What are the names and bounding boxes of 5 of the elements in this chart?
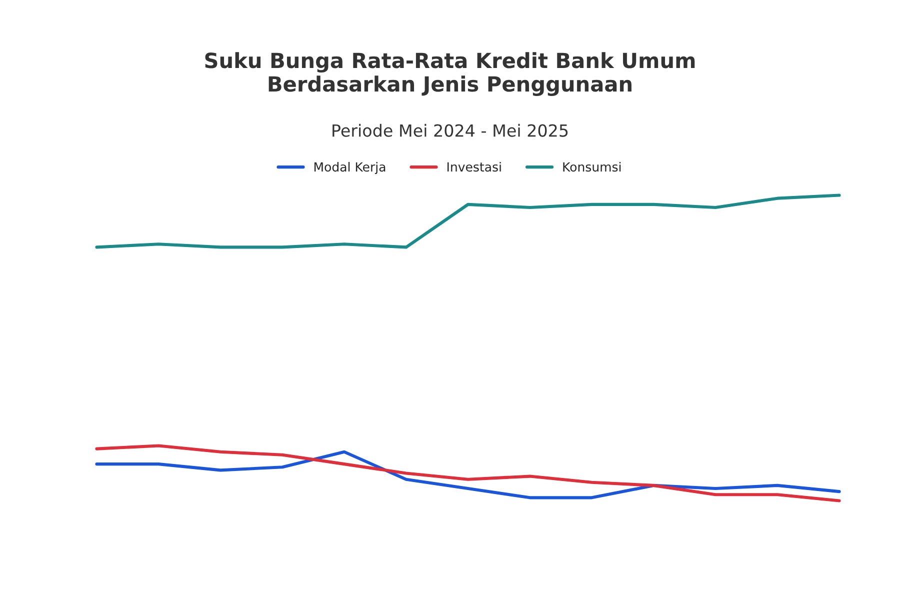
chart-title: Suku Bunga Rata-Rata Kredit Bank Umum Berdasarkan Jenis Penggunaan [205,52,695,96]
legend-label: Konsumsi [563,162,621,172]
legend-label: Modal Kerja [314,162,386,174]
legend-label: Investasi [447,162,501,172]
chart-subtitle: Periode Mei 2024 - Mei 2025 [332,124,568,137]
